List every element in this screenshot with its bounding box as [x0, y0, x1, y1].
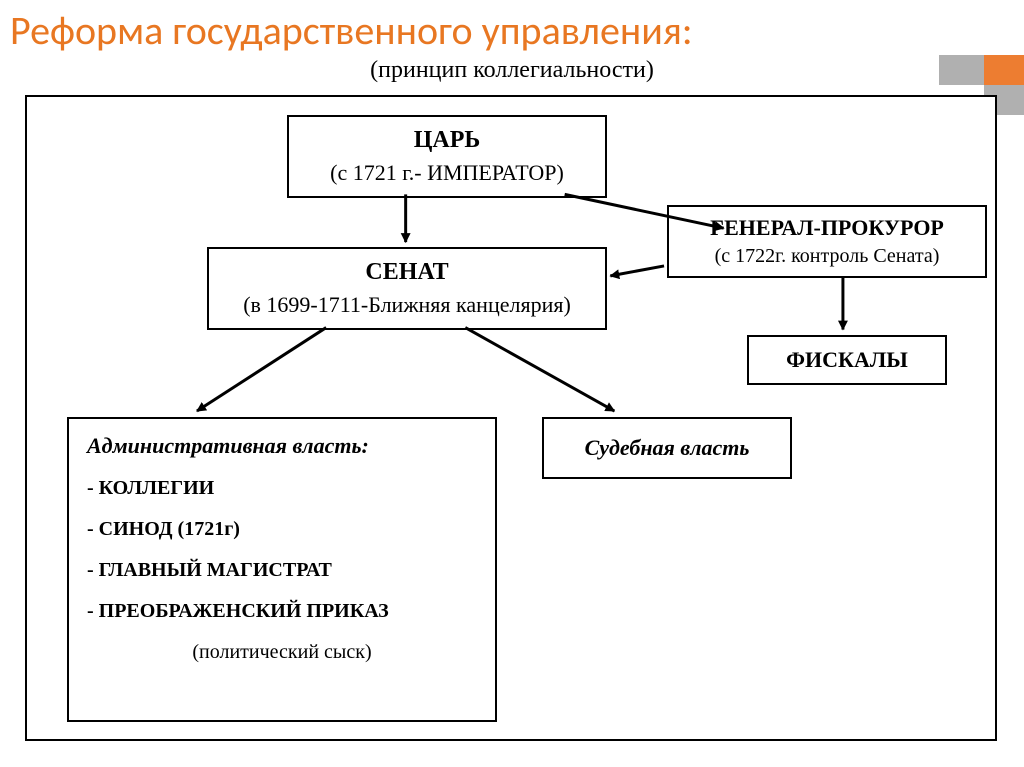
node-senate-title: СЕНАТ — [217, 259, 597, 286]
admin-item: - ПРЕОБРАЖЕНСКИЙ ПРИКАЗ — [87, 600, 477, 623]
page-title: Реформа государственного управления: — [0, 0, 1024, 55]
node-tsar-sub: (с 1721 г.- ИМПЕРАТОР) — [297, 160, 597, 186]
admin-item: - КОЛЛЕГИИ — [87, 477, 477, 500]
node-fiscals: ФИСКАЛЫ — [747, 335, 947, 385]
node-senate: СЕНАТ (в 1699-1711-Ближняя канцелярия) — [207, 247, 607, 330]
node-fiscals-title: ФИСКАЛЫ — [755, 347, 939, 373]
node-judicial-header: Судебная власть — [552, 435, 782, 461]
admin-item: - ГЛАВНЫЙ МАГИСТРАТ — [87, 559, 477, 582]
diagram-canvas: ЦАРЬ (с 1721 г.- ИМПЕРАТОР) СЕНАТ (в 169… — [25, 95, 997, 741]
node-admin: Административная власть: - КОЛЛЕГИИ - СИ… — [67, 417, 497, 722]
node-genprok: ГЕНЕРАЛ-ПРОКУРОР (с 1722г. контроль Сена… — [667, 205, 987, 278]
node-tsar-title: ЦАРЬ — [297, 127, 597, 154]
admin-sub: (политический сыск) — [87, 641, 477, 664]
node-judicial: Судебная власть — [542, 417, 792, 479]
node-senate-sub: (в 1699-1711-Ближняя канцелярия) — [217, 292, 597, 318]
node-genprok-sub: (с 1722г. контроль Сената) — [675, 245, 979, 268]
node-admin-header: Административная власть: — [87, 433, 477, 459]
node-tsar: ЦАРЬ (с 1721 г.- ИМПЕРАТОР) — [287, 115, 607, 198]
page-subtitle: (принцип коллегиальности) — [0, 57, 1024, 84]
admin-item: - СИНОД (1721г) — [87, 518, 477, 541]
node-genprok-title: ГЕНЕРАЛ-ПРОКУРОР — [675, 215, 979, 241]
